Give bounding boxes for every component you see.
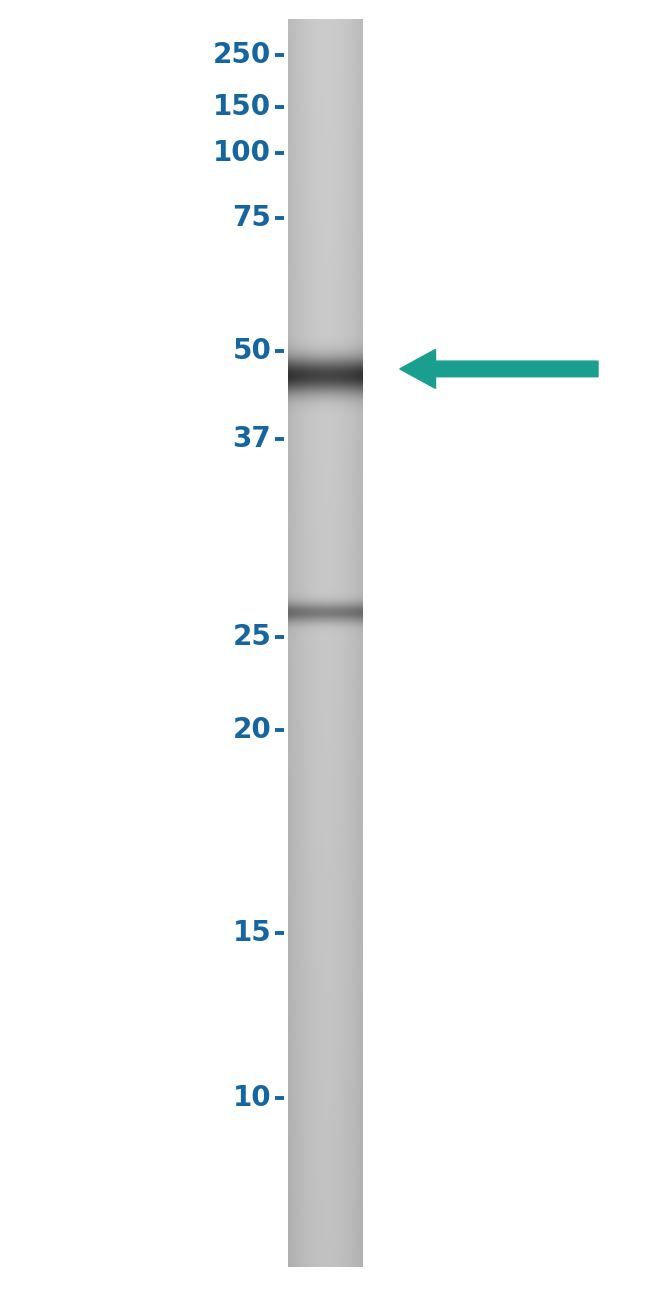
Text: 10: 10 [233, 1083, 272, 1112]
Text: 250: 250 [213, 40, 272, 69]
Text: 20: 20 [233, 716, 272, 744]
Text: 15: 15 [233, 918, 272, 947]
Text: 100: 100 [213, 139, 272, 168]
FancyArrow shape [400, 349, 598, 388]
Text: 37: 37 [233, 425, 272, 453]
Text: 75: 75 [233, 204, 272, 233]
Text: 25: 25 [233, 622, 272, 651]
Text: 50: 50 [233, 336, 272, 365]
Text: 150: 150 [213, 92, 272, 121]
